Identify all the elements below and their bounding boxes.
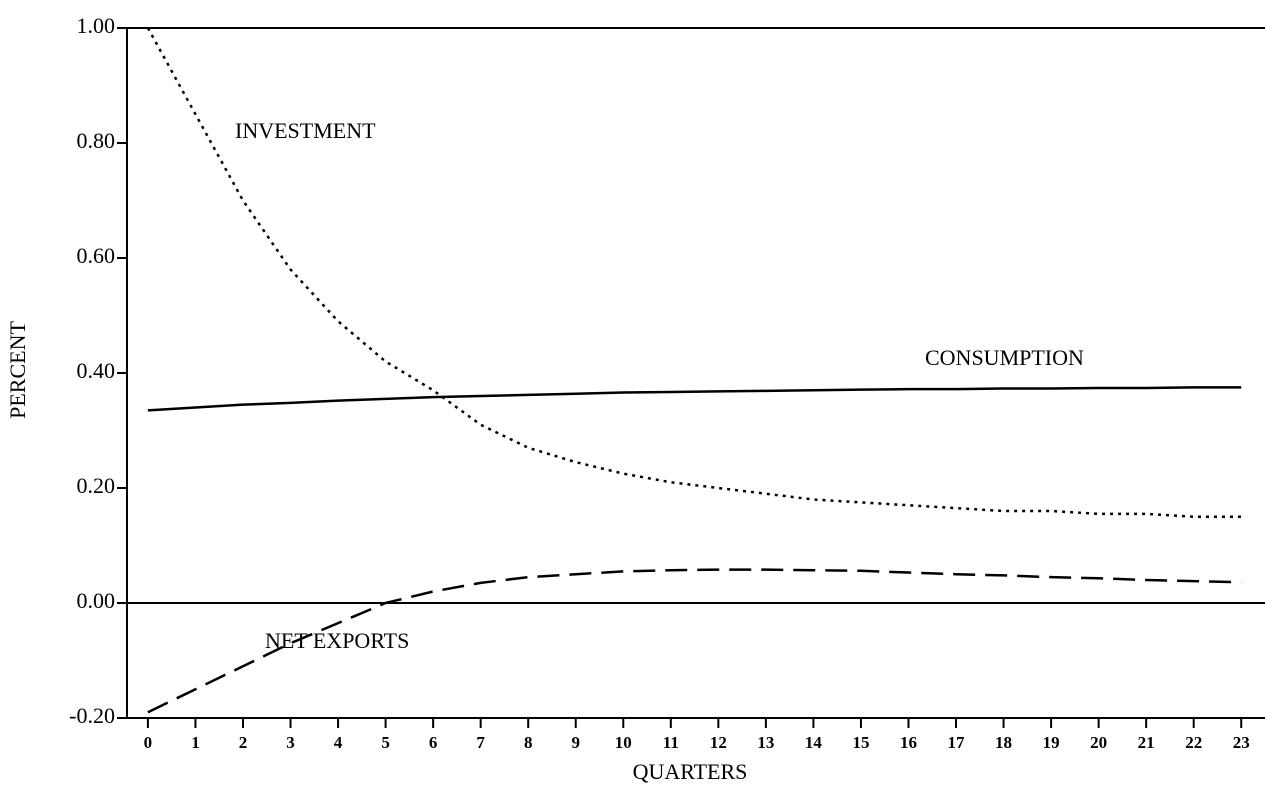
series-label: INVESTMENT	[235, 118, 376, 143]
x-tick-label: 15	[852, 733, 869, 752]
x-tick-label: 7	[476, 733, 485, 752]
x-tick-label: 11	[663, 733, 679, 752]
x-tick-label: 3	[286, 733, 295, 752]
series-label: NET EXPORTS	[265, 628, 409, 653]
series-line	[146, 27, 1242, 518]
series-line	[147, 568, 1242, 714]
x-tick-label: 16	[900, 733, 917, 752]
x-tick-label: 1	[191, 733, 200, 752]
x-tick-label: 9	[571, 733, 580, 752]
x-tick-label: 17	[948, 733, 966, 752]
x-tick-label: 2	[239, 733, 248, 752]
x-tick-label: 13	[757, 733, 774, 752]
y-tick-label: 0.20	[77, 473, 116, 498]
y-axis-label: PERCENT	[5, 321, 30, 419]
x-tick-label: 12	[710, 733, 727, 752]
y-tick-label: 0.00	[77, 588, 116, 613]
x-tick-label: 0	[144, 733, 153, 752]
x-tick-label: 6	[429, 733, 438, 752]
x-tick-label: 23	[1233, 733, 1250, 752]
x-tick-label: 5	[381, 733, 390, 752]
series-line	[147, 386, 1242, 412]
y-tick-label: 0.60	[77, 243, 116, 268]
y-tick-label: 0.40	[77, 358, 116, 383]
x-tick-label: 14	[805, 733, 823, 752]
x-tick-label: 10	[615, 733, 632, 752]
x-tick-label: 19	[1043, 733, 1060, 752]
y-tick-label: 1.00	[77, 13, 116, 38]
x-axis-label: QUARTERS	[633, 759, 748, 784]
x-tick-label: 20	[1090, 733, 1107, 752]
x-tick-label: 8	[524, 733, 533, 752]
x-tick-label: 22	[1185, 733, 1202, 752]
series-label: CONSUMPTION	[925, 345, 1084, 370]
y-tick-label: 0.80	[77, 128, 116, 153]
x-tick-label: 21	[1138, 733, 1155, 752]
x-tick-label: 18	[995, 733, 1012, 752]
y-tick-label: -0.20	[69, 703, 115, 728]
x-tick-label: 4	[334, 733, 343, 752]
